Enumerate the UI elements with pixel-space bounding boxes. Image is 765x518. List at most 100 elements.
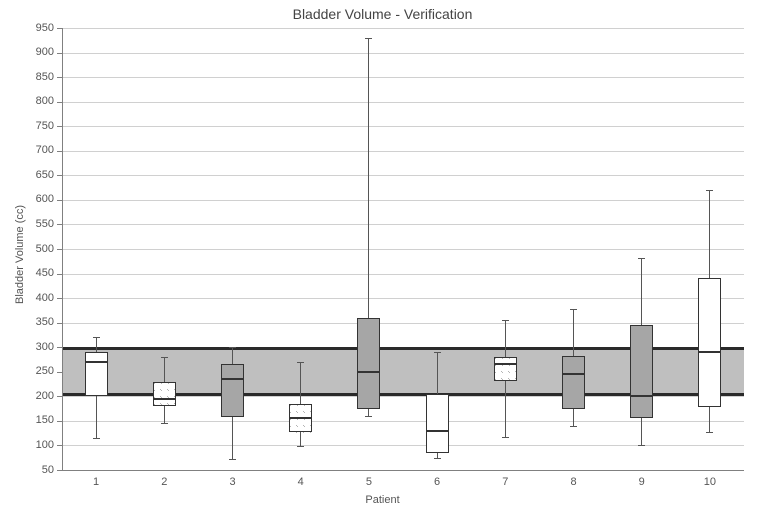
y-tick-label: 800	[36, 95, 54, 107]
whisker-cap	[706, 432, 713, 433]
x-tick-label: 6	[427, 476, 447, 488]
whisker-cap	[434, 458, 441, 459]
y-tick-label: 750	[36, 120, 54, 132]
y-tick-label: 250	[36, 365, 54, 377]
median-line	[698, 351, 721, 353]
whisker	[300, 362, 301, 404]
y-tick-label: 650	[36, 169, 54, 181]
median-line	[153, 398, 176, 400]
whisker	[573, 409, 574, 426]
x-tick-label: 4	[291, 476, 311, 488]
box	[698, 278, 721, 407]
axis-line-bottom	[62, 470, 744, 471]
whisker	[96, 337, 97, 352]
gridline	[62, 224, 744, 225]
whisker	[232, 417, 233, 459]
gridline	[62, 77, 744, 78]
median-line	[85, 361, 108, 363]
gridline	[62, 53, 744, 54]
whisker-cap	[161, 423, 168, 424]
gridline	[62, 175, 744, 176]
whisker	[437, 352, 438, 394]
x-tick-label: 8	[564, 476, 584, 488]
box	[357, 318, 380, 409]
whisker-cap	[161, 357, 168, 358]
gridline	[62, 102, 744, 103]
y-tick-label: 500	[36, 243, 54, 255]
whisker	[505, 381, 506, 437]
x-tick-label: 5	[359, 476, 379, 488]
whisker	[96, 396, 97, 438]
box	[221, 364, 244, 417]
whisker-cap	[434, 352, 441, 353]
median-line	[221, 378, 244, 380]
x-tick-label: 7	[495, 476, 515, 488]
box	[630, 325, 653, 418]
x-axis-label: Patient	[0, 494, 765, 506]
whisker	[368, 38, 369, 318]
x-tick-label: 3	[223, 476, 243, 488]
median-line	[289, 417, 312, 419]
axis-line-left	[62, 28, 63, 470]
whisker-cap	[297, 446, 304, 447]
y-tick-label: 450	[36, 267, 54, 279]
whisker-cap	[638, 445, 645, 446]
gridline	[62, 28, 744, 29]
plot-area	[62, 28, 744, 470]
whisker-cap	[229, 347, 236, 348]
gridline	[62, 151, 744, 152]
y-tick-label: 700	[36, 144, 54, 156]
y-tick-label: 950	[36, 22, 54, 34]
whisker-cap	[365, 38, 372, 39]
x-tick-label: 1	[86, 476, 106, 488]
box	[85, 352, 108, 396]
whisker	[641, 418, 642, 445]
y-tick-label: 900	[36, 46, 54, 58]
box	[562, 356, 585, 409]
whisker	[232, 347, 233, 364]
x-tick-label: 9	[632, 476, 652, 488]
y-tick-label: 400	[36, 292, 54, 304]
whisker-cap	[297, 362, 304, 363]
box	[153, 382, 176, 407]
whisker-cap	[570, 309, 577, 310]
y-axis-label: Bladder Volume (cc)	[14, 205, 26, 304]
x-tick-label: 2	[154, 476, 174, 488]
y-tick-label: 200	[36, 390, 54, 402]
gridline	[62, 200, 744, 201]
box	[494, 357, 517, 381]
whisker	[300, 432, 301, 447]
median-line	[494, 363, 517, 365]
gridline	[62, 126, 744, 127]
x-tick-label: 10	[700, 476, 720, 488]
whisker	[164, 406, 165, 423]
gridline	[62, 249, 744, 250]
chart-title: Bladder Volume - Verification	[0, 6, 765, 22]
y-tick-label: 300	[36, 341, 54, 353]
whisker-cap	[229, 459, 236, 460]
y-tick-label: 150	[36, 414, 54, 426]
whisker	[709, 190, 710, 278]
y-tick-label: 600	[36, 193, 54, 205]
whisker-cap	[570, 426, 577, 427]
y-tick-label: 350	[36, 316, 54, 328]
whisker-cap	[638, 258, 645, 259]
whisker-cap	[93, 337, 100, 338]
whisker-cap	[706, 190, 713, 191]
whisker	[505, 320, 506, 357]
y-tick-label: 100	[36, 439, 54, 451]
whisker	[368, 409, 369, 416]
median-line	[630, 395, 653, 397]
chart-container: Bladder Volume - Verification Bladder Vo…	[0, 0, 765, 518]
box	[426, 394, 449, 453]
whisker-cap	[365, 416, 372, 417]
whisker	[641, 258, 642, 325]
median-line	[562, 373, 585, 375]
median-line	[426, 430, 449, 432]
median-line	[357, 371, 380, 373]
y-tick-label: 850	[36, 71, 54, 83]
whisker-cap	[502, 437, 509, 438]
whisker-cap	[502, 320, 509, 321]
y-tick-label: 50	[42, 464, 54, 476]
whisker	[573, 309, 574, 356]
